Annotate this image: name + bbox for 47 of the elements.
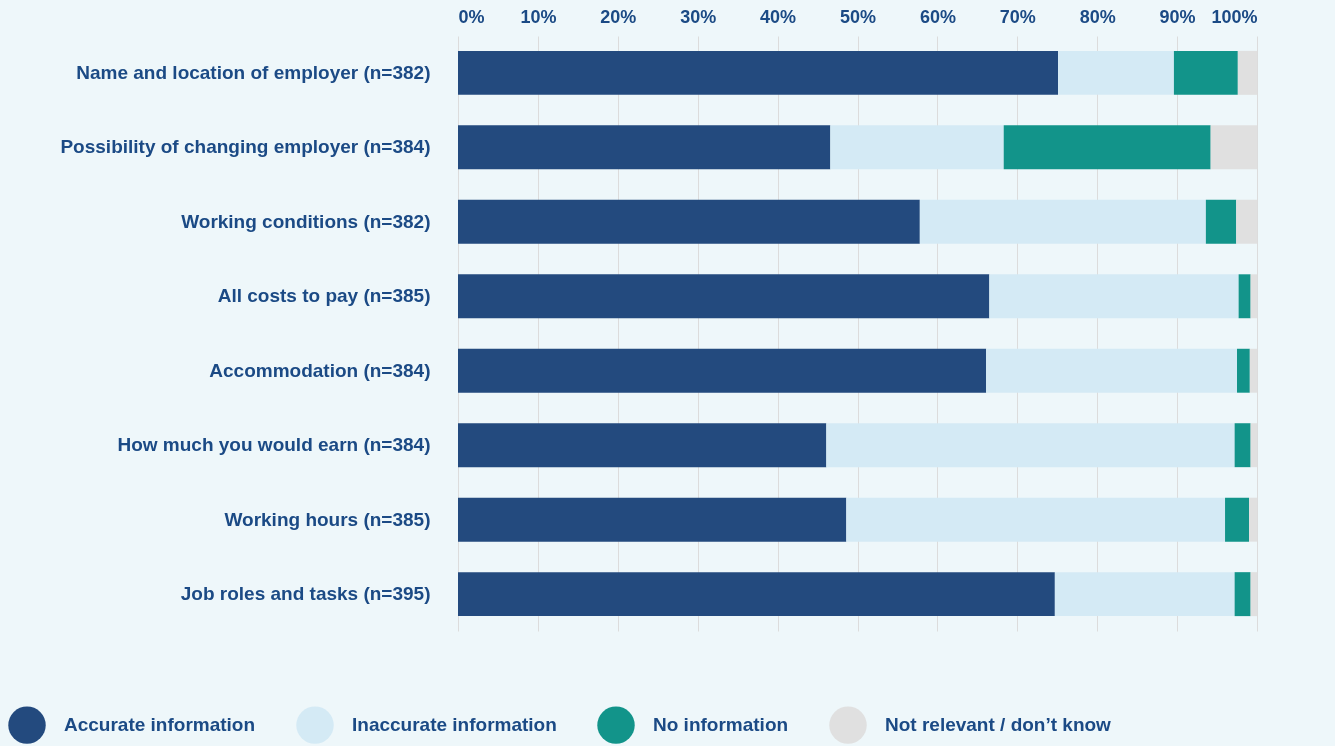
y-tick-label: Working hours (n=385)	[224, 508, 431, 530]
bar	[986, 348, 1238, 393]
bar	[1054, 572, 1235, 617]
y-tick-label: Job roles and tasks (n=395)	[180, 583, 431, 605]
bar	[1238, 274, 1251, 319]
bar	[919, 199, 1206, 244]
bar	[1225, 497, 1250, 542]
x-tick-label: 30%	[680, 6, 717, 27]
x-tick-label: 70%	[999, 6, 1036, 27]
x-tick-label: 0%	[458, 6, 485, 27]
x-tick-label: 20%	[600, 6, 637, 27]
x-tick-label: 10%	[520, 6, 557, 27]
y-tick-label: How much you would earn (n=384)	[117, 434, 431, 456]
bar	[458, 125, 831, 170]
bar	[458, 274, 990, 319]
x-tick-label: 40%	[760, 6, 797, 27]
x-tick-label: 100%	[1211, 6, 1258, 27]
bar	[458, 199, 920, 244]
bar	[458, 348, 987, 393]
bar	[458, 423, 827, 468]
x-tick-label: 90%	[1159, 6, 1196, 27]
legend-label: Inaccurate information	[352, 714, 557, 736]
x-tick-label: 50%	[839, 6, 877, 27]
y-tick-label: Working conditions (n=382)	[181, 210, 431, 232]
bar	[1173, 50, 1238, 95]
y-tick-label: Name and location of employer (n=382)	[76, 61, 431, 83]
bar	[1058, 50, 1174, 95]
bar	[458, 572, 1055, 617]
bar	[830, 125, 1004, 170]
legend-label: No information	[653, 714, 789, 736]
bar	[1205, 199, 1237, 244]
legend-label: Not relevant / don’t know	[885, 714, 1112, 736]
bar	[1234, 572, 1251, 617]
x-tick-label: 80%	[1079, 6, 1116, 27]
bar	[846, 497, 1226, 542]
bar	[989, 274, 1239, 319]
y-tick-label: Accommodation (n=384)	[209, 359, 431, 381]
y-tick-label: All costs to pay (n=385)	[217, 285, 431, 307]
x-tick-label: 60%	[919, 6, 956, 27]
bar	[458, 50, 1059, 95]
bar	[1234, 423, 1251, 468]
legend-label: Accurate information	[64, 714, 256, 736]
bar	[458, 497, 847, 542]
y-tick-label: Possibility of changing employer (n=384)	[60, 136, 431, 158]
bar	[826, 423, 1235, 468]
bar	[1237, 348, 1250, 393]
bar	[1003, 125, 1211, 170]
